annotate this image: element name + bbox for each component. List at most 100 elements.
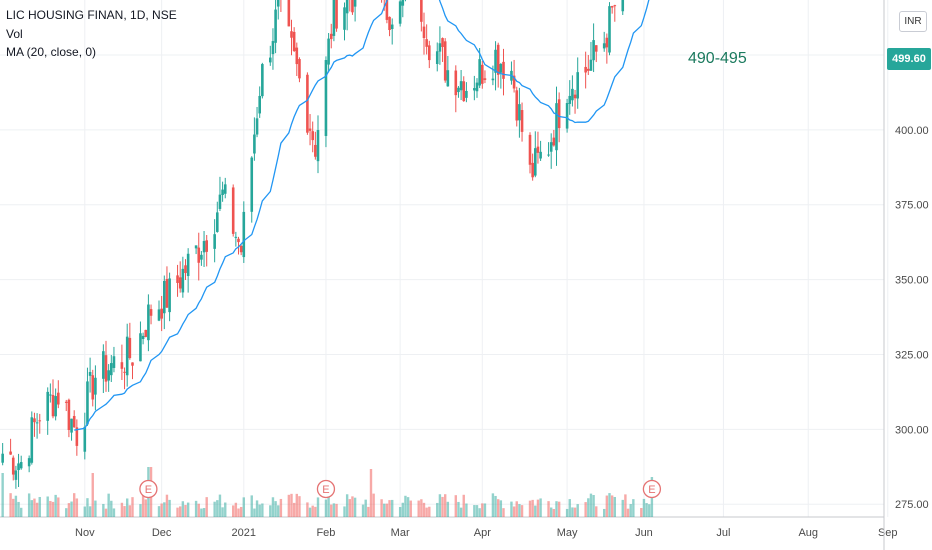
volume-bar xyxy=(168,499,171,517)
volume-bar xyxy=(547,501,550,517)
volume-bar xyxy=(255,500,259,517)
volume-bar xyxy=(73,493,76,517)
candle-body xyxy=(549,142,553,152)
volume-indicator-label[interactable]: Vol xyxy=(6,26,23,41)
candle-body xyxy=(123,371,126,373)
volume-bar xyxy=(102,503,105,517)
volume-bar xyxy=(213,501,216,517)
volume-bar xyxy=(422,502,426,517)
volume-bar xyxy=(186,502,190,517)
x-axis-tick-label: Feb xyxy=(316,527,335,539)
volume-bar xyxy=(144,499,147,517)
volume-bar xyxy=(640,507,643,517)
volume-bar xyxy=(1,473,4,517)
candle-body xyxy=(149,309,153,316)
candle-body xyxy=(324,60,328,136)
volume-bar xyxy=(287,494,291,517)
volume-bar xyxy=(613,496,616,517)
candle-body xyxy=(351,0,354,13)
candle-body xyxy=(435,51,439,65)
candle-body xyxy=(165,278,169,308)
candle-body xyxy=(422,26,426,39)
volume-bar xyxy=(253,508,256,517)
volume-bar xyxy=(518,504,521,517)
candle-body xyxy=(534,148,537,176)
x-axis-tick-label: Mar xyxy=(391,527,410,539)
x-axis-tick-label: Sep xyxy=(878,527,898,539)
volume-bar xyxy=(128,505,132,517)
earnings-marker xyxy=(316,479,336,499)
volume-bar xyxy=(12,498,15,517)
volume-bar xyxy=(345,494,349,517)
volume-bar xyxy=(295,493,298,517)
volume-bar xyxy=(327,493,330,517)
ma-indicator-label[interactable]: MA (20, close, 0) xyxy=(6,45,97,59)
volume-bar xyxy=(316,497,320,517)
volume-bar xyxy=(224,502,227,517)
volume-bar xyxy=(110,500,113,517)
volume-bar xyxy=(232,505,235,517)
candle-body xyxy=(255,118,259,135)
volume-bar xyxy=(510,501,513,517)
volume-bar xyxy=(324,499,328,517)
candle-body xyxy=(194,245,198,249)
volume-bar xyxy=(311,505,314,517)
currency-button[interactable]: INR xyxy=(899,11,927,32)
candle-body xyxy=(181,268,185,293)
candle-body xyxy=(478,59,481,86)
candle-body xyxy=(428,45,431,61)
candle-body xyxy=(112,356,116,368)
x-axis-tick-label: 2021 xyxy=(232,527,256,539)
candle-body xyxy=(621,0,625,12)
volume-bar xyxy=(250,495,253,517)
candle-body xyxy=(308,128,312,131)
candle-body xyxy=(144,329,148,337)
candle-body xyxy=(64,401,68,403)
volume-bar xyxy=(584,502,587,517)
volume-bar xyxy=(237,508,240,517)
x-axis-tick-label: Jun xyxy=(635,527,653,539)
volume-bar xyxy=(438,494,442,517)
candle-body xyxy=(38,420,42,422)
x-axis-tick-label: Jul xyxy=(716,527,730,539)
candle-body xyxy=(565,103,569,129)
volume-bar xyxy=(494,495,497,517)
volume-bar xyxy=(70,501,73,517)
candle-body xyxy=(329,33,333,40)
x-axis-tick-label: Dec xyxy=(152,527,172,539)
candle-body xyxy=(483,78,487,80)
volume-bar xyxy=(351,496,354,517)
volume-bar xyxy=(595,506,598,517)
volume-bar xyxy=(459,507,463,517)
candle-body xyxy=(27,458,31,467)
volume-bar xyxy=(587,498,590,517)
candle-body xyxy=(178,277,182,289)
x-axis-tick-label: Nov xyxy=(75,527,95,539)
volume-bar xyxy=(67,503,71,517)
volume-bar xyxy=(181,501,185,517)
candle-body xyxy=(425,39,428,47)
volume-bar xyxy=(478,508,481,517)
candle-body xyxy=(587,68,590,71)
y-axis-tick-label: 400.00 xyxy=(895,125,929,137)
volume-bar xyxy=(536,499,540,517)
candle-body xyxy=(441,38,444,48)
volume-bar xyxy=(353,497,357,517)
candle-body xyxy=(242,211,246,258)
candle-body xyxy=(49,394,52,396)
candle-body xyxy=(237,238,240,243)
symbol-title[interactable]: LIC HOUSING FINAN, 1D, NSE xyxy=(6,8,177,22)
volume-bar xyxy=(290,493,293,517)
candle-body xyxy=(163,280,166,314)
candle-body xyxy=(462,81,466,102)
volume-bar xyxy=(361,504,365,517)
volume-bar xyxy=(409,500,412,517)
candle-body xyxy=(536,146,540,153)
volume-bar xyxy=(160,503,163,517)
volume-bar xyxy=(308,507,312,517)
candle-body xyxy=(438,43,442,52)
candle-body xyxy=(11,457,15,475)
volume-bar xyxy=(603,508,606,517)
moving-average-line xyxy=(74,0,650,431)
